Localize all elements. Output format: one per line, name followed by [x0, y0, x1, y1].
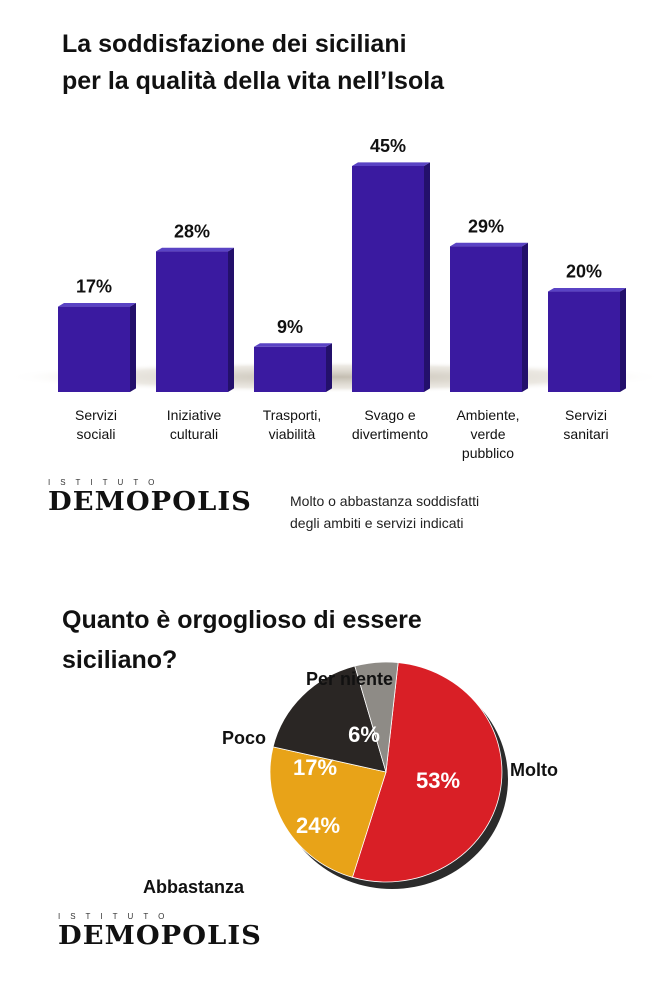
bar-value-label: 9%: [277, 317, 303, 337]
logo-name: DEMOPOLIS: [48, 487, 252, 517]
bar-face: [548, 291, 620, 392]
bar-chart-note: Molto o abbastanza soddisfatti degli amb…: [290, 490, 590, 534]
demopolis-logo: ISTITUTO DEMOPOLIS: [48, 478, 251, 516]
bar-0: [58, 303, 136, 392]
bar-value-label: 20%: [566, 262, 602, 282]
bar-category-label: Servizi: [565, 407, 607, 423]
pie-value-label: 24%: [296, 813, 340, 838]
bar-face: [450, 246, 522, 392]
bar-3: [352, 162, 430, 392]
bar-category-label: sociali: [77, 426, 116, 442]
bar-2: [254, 343, 332, 392]
bar-category-label: pubblico: [462, 445, 514, 461]
bar-side: [620, 287, 626, 392]
bar-side: [326, 343, 332, 392]
pie-slice-per-niente: [354, 661, 399, 773]
bar-side: [424, 162, 430, 392]
bar-4: [450, 242, 528, 392]
pie-value-label: 53%: [416, 768, 460, 793]
bar-face: [352, 166, 424, 392]
demopolis-logo-bottom: ISTITUTO DEMOPOLIS: [58, 912, 261, 950]
pie-title-line1: Quanto è orgoglioso di essere: [62, 606, 422, 634]
bar-category-label: Iniziative: [167, 407, 222, 423]
bar-category-label: sanitari: [563, 426, 608, 442]
pie-slice-label: Abbastanza: [143, 877, 245, 897]
bar-value-label: 17%: [76, 277, 112, 297]
bar-1: [156, 247, 234, 392]
pie-title-line2: siciliano?: [62, 646, 178, 674]
pie-value-label: 17%: [293, 755, 337, 780]
bar-category-label: Servizi: [75, 407, 117, 423]
pie-slice-poco: [272, 665, 387, 773]
bar-top: [58, 303, 136, 307]
bar-category-label: Ambiente,: [456, 407, 519, 423]
pie-slice-label: Per niente: [306, 669, 393, 689]
pie-slice-label: Molto: [510, 760, 558, 780]
bar-side: [522, 242, 528, 392]
logo-name-bottom: DEMOPOLIS: [58, 921, 262, 951]
pie-slice-abbastanza: [269, 746, 387, 878]
pie-chart: 53% Molto 24% Abbastanza 17% Poco 6% Per niente: [143, 661, 558, 897]
bar-side: [228, 247, 234, 392]
logo-kicker: ISTITUTO: [48, 478, 165, 487]
pie-slice-label: Poco: [222, 728, 266, 748]
bar-top: [450, 242, 528, 247]
note-line1: Molto o abbastanza soddisfatti: [290, 493, 480, 509]
bar-category-label: verde: [470, 426, 505, 442]
bar-value-label: 29%: [468, 216, 504, 236]
bar-5: [548, 287, 626, 392]
bar-face: [58, 306, 130, 392]
pie-value-label: 6%: [348, 722, 380, 747]
bar-face: [156, 251, 228, 392]
bar-top: [254, 343, 332, 347]
bar-chart: 17% Servizi sociali 28% Iniziative culturali 9…: [5, 136, 654, 461]
bar-title-line2: per la qualità della vita nell’Isola: [62, 67, 445, 95]
logo-kicker-bottom: ISTITUTO: [58, 912, 175, 921]
bar-side: [130, 303, 136, 392]
note-line2: degli ambiti e servizi indicati: [290, 515, 464, 531]
bar-top: [156, 247, 234, 252]
bar-category-label: viabilità: [269, 426, 316, 442]
bar-category-label: culturali: [170, 426, 218, 442]
bar-category-label: Svago e: [364, 407, 416, 423]
pie-chart-title: Quanto è orgoglioso di essere siciliano?: [62, 600, 642, 680]
bar-top: [352, 162, 430, 166]
bar-title-line1: La soddisfazione dei siciliani: [62, 30, 407, 58]
pie-slice-molto: [351, 662, 503, 883]
bar-face: [254, 346, 326, 392]
bar-top: [548, 287, 626, 292]
bar-value-label: 45%: [370, 136, 406, 156]
bar-category-label: Trasporti,: [263, 407, 322, 423]
bar-category-label: divertimento: [352, 426, 428, 442]
bar-value-label: 28%: [174, 221, 210, 241]
bar-chart-title: La soddisfazione dei siciliani per la qu…: [62, 26, 642, 100]
